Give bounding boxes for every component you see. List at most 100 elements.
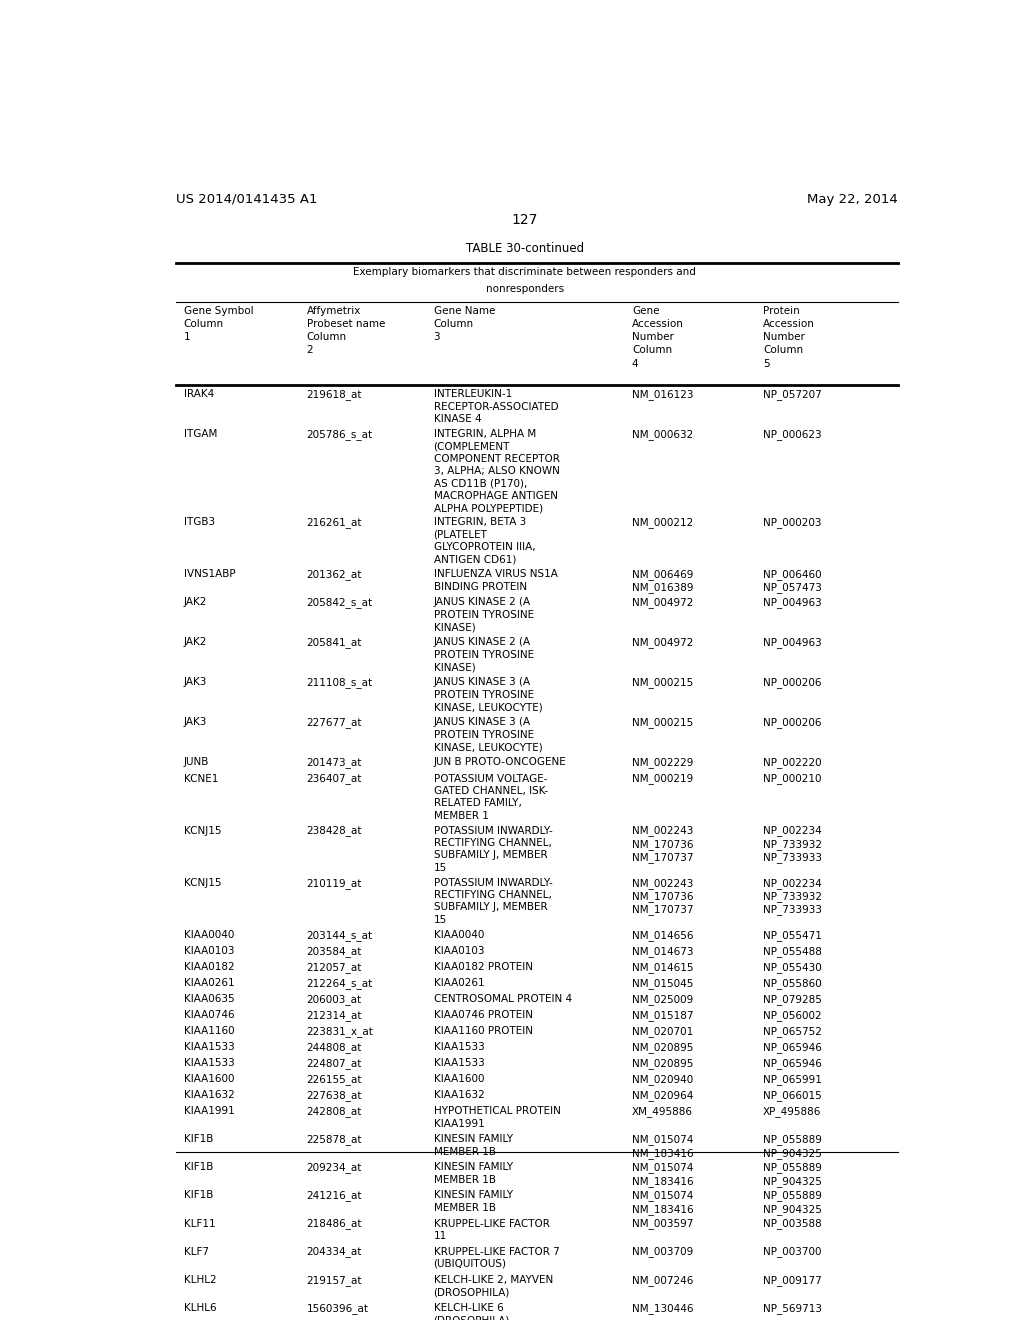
Text: KIAA1533: KIAA1533 bbox=[183, 1059, 234, 1068]
Text: KINESIN FAMILY
MEMBER 1B: KINESIN FAMILY MEMBER 1B bbox=[433, 1163, 513, 1185]
Text: NP_057207: NP_057207 bbox=[763, 389, 821, 400]
Text: KIAA0182: KIAA0182 bbox=[183, 962, 234, 972]
Text: KIF1B: KIF1B bbox=[183, 1191, 213, 1200]
Text: 223831_x_at: 223831_x_at bbox=[306, 1026, 374, 1038]
Text: NP_055430: NP_055430 bbox=[763, 962, 821, 973]
Text: JAK3: JAK3 bbox=[183, 677, 207, 688]
Text: NP_065946: NP_065946 bbox=[763, 1059, 821, 1069]
Text: KIAA0103: KIAA0103 bbox=[433, 945, 484, 956]
Text: NP_006460
NP_057473: NP_006460 NP_057473 bbox=[763, 569, 821, 594]
Text: Exemplary biomarkers that discriminate between responders and: Exemplary biomarkers that discriminate b… bbox=[353, 267, 696, 277]
Text: JUNB: JUNB bbox=[183, 758, 209, 767]
Text: NM_006469
NM_016389: NM_006469 NM_016389 bbox=[632, 569, 693, 594]
Text: NM_020940: NM_020940 bbox=[632, 1074, 693, 1085]
Text: KIAA1533: KIAA1533 bbox=[183, 1041, 234, 1052]
Text: JANUS KINASE 2 (A
PROTEIN TYROSINE
KINASE): JANUS KINASE 2 (A PROTEIN TYROSINE KINAS… bbox=[433, 597, 534, 632]
Text: KIAA1991: KIAA1991 bbox=[183, 1106, 234, 1117]
Text: KIAA0635: KIAA0635 bbox=[183, 994, 234, 1005]
Text: NP_055889
NP_904325: NP_055889 NP_904325 bbox=[763, 1134, 821, 1159]
Text: KIF1B: KIF1B bbox=[183, 1134, 213, 1144]
Text: 227677_at: 227677_at bbox=[306, 718, 362, 729]
Text: Gene Name
Column
3: Gene Name Column 3 bbox=[433, 306, 495, 342]
Text: KIAA0103: KIAA0103 bbox=[183, 945, 234, 956]
Text: KIAA0040: KIAA0040 bbox=[183, 929, 233, 940]
Text: 225878_at: 225878_at bbox=[306, 1134, 362, 1146]
Text: NM_025009: NM_025009 bbox=[632, 994, 693, 1005]
Text: Protein
Accession
Number
Column
5: Protein Accession Number Column 5 bbox=[763, 306, 815, 368]
Text: JAK2: JAK2 bbox=[183, 638, 207, 647]
Text: KIAA1632: KIAA1632 bbox=[433, 1090, 484, 1101]
Text: NM_014673: NM_014673 bbox=[632, 945, 693, 957]
Text: XP_495886: XP_495886 bbox=[763, 1106, 821, 1117]
Text: POTASSIUM INWARDLY-
RECTIFYING CHANNEL,
SUBFAMILY J, MEMBER
15: POTASSIUM INWARDLY- RECTIFYING CHANNEL, … bbox=[433, 825, 552, 873]
Text: NM_015187: NM_015187 bbox=[632, 1010, 693, 1020]
Text: NM_003709: NM_003709 bbox=[632, 1246, 693, 1258]
Text: 216261_at: 216261_at bbox=[306, 517, 362, 528]
Text: POTASSIUM VOLTAGE-
GATED CHANNEL, ISK-
RELATED FAMILY,
MEMBER 1: POTASSIUM VOLTAGE- GATED CHANNEL, ISK- R… bbox=[433, 774, 548, 821]
Text: JANUS KINASE 3 (A
PROTEIN TYROSINE
KINASE, LEUKOCYTE): JANUS KINASE 3 (A PROTEIN TYROSINE KINAS… bbox=[433, 718, 543, 752]
Text: 127: 127 bbox=[512, 214, 538, 227]
Text: Gene Symbol
Column
1: Gene Symbol Column 1 bbox=[183, 306, 253, 342]
Text: NP_003588: NP_003588 bbox=[763, 1218, 821, 1229]
Text: KIAA0746: KIAA0746 bbox=[183, 1010, 234, 1020]
Text: May 22, 2014: May 22, 2014 bbox=[807, 193, 898, 206]
Text: 218486_at: 218486_at bbox=[306, 1218, 362, 1229]
Text: NM_014615: NM_014615 bbox=[632, 962, 693, 973]
Text: JAK2: JAK2 bbox=[183, 597, 207, 607]
Text: NP_065946: NP_065946 bbox=[763, 1041, 821, 1053]
Text: KIF1B: KIF1B bbox=[183, 1163, 213, 1172]
Text: NM_020964: NM_020964 bbox=[632, 1090, 693, 1101]
Text: NM_002243
NM_170736
NM_170737: NM_002243 NM_170736 NM_170737 bbox=[632, 878, 693, 915]
Text: 227638_at: 227638_at bbox=[306, 1090, 362, 1101]
Text: 1560396_at: 1560396_at bbox=[306, 1303, 369, 1313]
Text: NP_079285: NP_079285 bbox=[763, 994, 821, 1005]
Text: KINESIN FAMILY
MEMBER 1B: KINESIN FAMILY MEMBER 1B bbox=[433, 1134, 513, 1156]
Text: NM_000219: NM_000219 bbox=[632, 774, 693, 784]
Text: NM_015074
NM_183416: NM_015074 NM_183416 bbox=[632, 1134, 693, 1159]
Text: POTASSIUM INWARDLY-
RECTIFYING CHANNEL,
SUBFAMILY J, MEMBER
15: POTASSIUM INWARDLY- RECTIFYING CHANNEL, … bbox=[433, 878, 552, 925]
Text: NM_004972: NM_004972 bbox=[632, 597, 693, 609]
Text: JAK3: JAK3 bbox=[183, 718, 207, 727]
Text: NP_004963: NP_004963 bbox=[763, 597, 821, 609]
Text: HYPOTHETICAL PROTEIN
KIAA1991: HYPOTHETICAL PROTEIN KIAA1991 bbox=[433, 1106, 560, 1129]
Text: Gene
Accession
Number
Column
4: Gene Accession Number Column 4 bbox=[632, 306, 684, 368]
Text: NM_015045: NM_015045 bbox=[632, 978, 693, 989]
Text: NM_020895: NM_020895 bbox=[632, 1041, 693, 1053]
Text: NM_000212: NM_000212 bbox=[632, 517, 693, 528]
Text: XM_495886: XM_495886 bbox=[632, 1106, 693, 1117]
Text: KLHL6: KLHL6 bbox=[183, 1303, 216, 1312]
Text: NP_065752: NP_065752 bbox=[763, 1026, 821, 1038]
Text: NP_055471: NP_055471 bbox=[763, 929, 821, 941]
Text: 206003_at: 206003_at bbox=[306, 994, 361, 1005]
Text: 238428_at: 238428_at bbox=[306, 825, 362, 837]
Text: NP_004963: NP_004963 bbox=[763, 638, 821, 648]
Text: INFLUENZA VIRUS NS1A
BINDING PROTEIN: INFLUENZA VIRUS NS1A BINDING PROTEIN bbox=[433, 569, 557, 591]
Text: NM_002229: NM_002229 bbox=[632, 758, 693, 768]
Text: KIAA0261: KIAA0261 bbox=[183, 978, 234, 987]
Text: KCNJ15: KCNJ15 bbox=[183, 825, 221, 836]
Text: KELCH-LIKE 6
(DROSOPHILA): KELCH-LIKE 6 (DROSOPHILA) bbox=[433, 1303, 510, 1320]
Text: KLF11: KLF11 bbox=[183, 1218, 215, 1229]
Text: 205786_s_at: 205786_s_at bbox=[306, 429, 373, 440]
Text: KLF7: KLF7 bbox=[183, 1246, 209, 1257]
Text: NM_000215: NM_000215 bbox=[632, 677, 693, 688]
Text: NP_055889
NP_904325: NP_055889 NP_904325 bbox=[763, 1163, 821, 1187]
Text: NM_130446: NM_130446 bbox=[632, 1303, 693, 1313]
Text: JANUS KINASE 3 (A
PROTEIN TYROSINE
KINASE, LEUKOCYTE): JANUS KINASE 3 (A PROTEIN TYROSINE KINAS… bbox=[433, 677, 543, 713]
Text: KLHL2: KLHL2 bbox=[183, 1275, 216, 1284]
Text: NP_065991: NP_065991 bbox=[763, 1074, 821, 1085]
Text: KIAA1160 PROTEIN: KIAA1160 PROTEIN bbox=[433, 1026, 532, 1036]
Text: NM_003597: NM_003597 bbox=[632, 1218, 693, 1229]
Text: NP_056002: NP_056002 bbox=[763, 1010, 821, 1020]
Text: 201473_at: 201473_at bbox=[306, 758, 361, 768]
Text: 236407_at: 236407_at bbox=[306, 774, 361, 784]
Text: KIAA1533: KIAA1533 bbox=[433, 1041, 484, 1052]
Text: INTERLEUKIN-1
RECEPTOR-ASSOCIATED
KINASE 4: INTERLEUKIN-1 RECEPTOR-ASSOCIATED KINASE… bbox=[433, 389, 558, 424]
Text: NP_569713: NP_569713 bbox=[763, 1303, 822, 1313]
Text: KIAA0261: KIAA0261 bbox=[433, 978, 484, 987]
Text: 212264_s_at: 212264_s_at bbox=[306, 978, 373, 989]
Text: NP_002234
NP_733932
NP_733933: NP_002234 NP_733932 NP_733933 bbox=[763, 878, 822, 915]
Text: KIAA1600: KIAA1600 bbox=[433, 1074, 484, 1084]
Text: KCNE1: KCNE1 bbox=[183, 774, 218, 784]
Text: NM_000215: NM_000215 bbox=[632, 718, 693, 729]
